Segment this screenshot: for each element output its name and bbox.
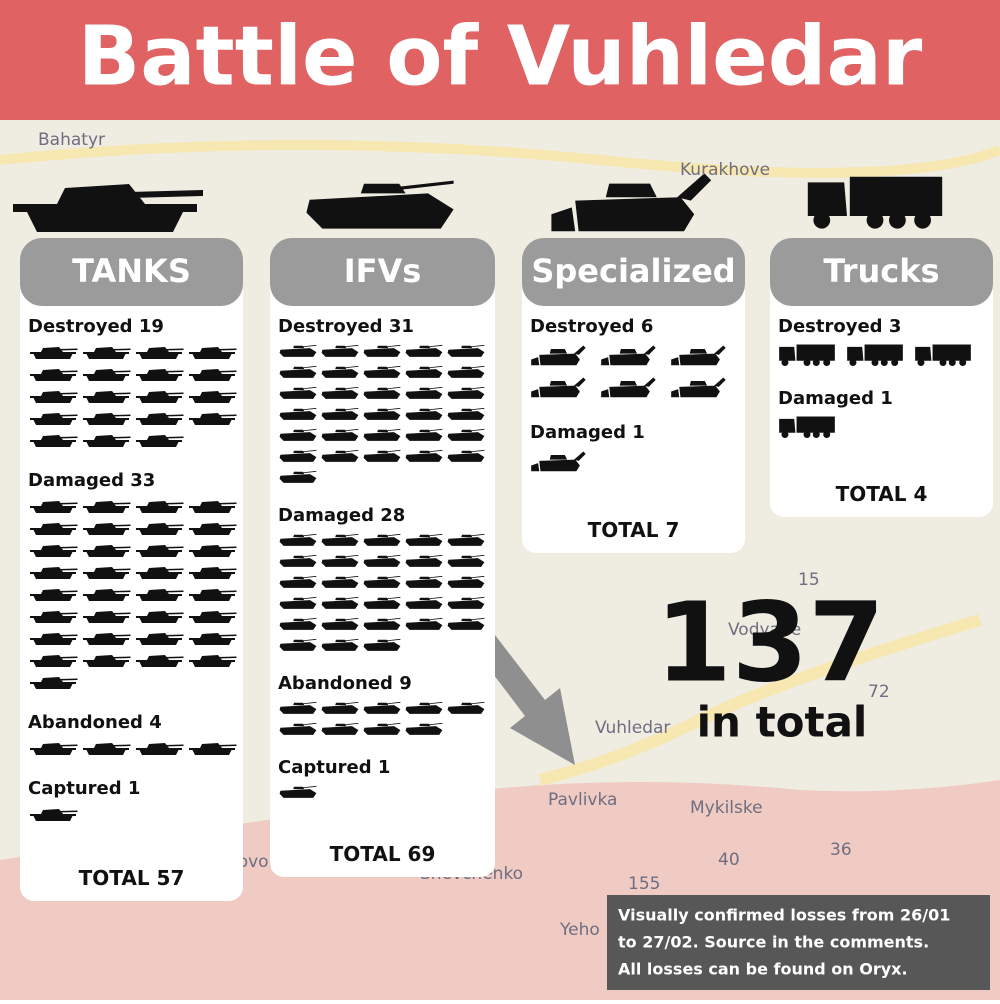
total-label: TOTAL bbox=[330, 842, 401, 866]
row-count: 28 bbox=[380, 505, 405, 526]
card: TANKS Destroyed 19 Damaged 33 Abandoned 4 Ca… bbox=[20, 238, 243, 901]
map-label: 40 bbox=[718, 850, 740, 870]
row-label: Destroyed 19 bbox=[28, 316, 164, 337]
row-name: Abandoned bbox=[278, 673, 393, 694]
grand-total: 137 bbox=[655, 578, 885, 706]
vehicle-icon bbox=[847, 344, 903, 367]
vehicle-icon bbox=[915, 344, 971, 367]
row-count: 3 bbox=[889, 316, 902, 337]
total-label: TOTAL bbox=[79, 866, 150, 890]
map-label: Kurakhove bbox=[680, 160, 770, 180]
total-value: 4 bbox=[914, 482, 928, 506]
row-name: Destroyed bbox=[530, 316, 635, 337]
row-count: 6 bbox=[641, 316, 654, 337]
total-value: 57 bbox=[157, 866, 185, 890]
map-label: Vodyane bbox=[728, 620, 801, 640]
row-name: Damaged bbox=[28, 470, 124, 491]
card-title: TANKS bbox=[72, 252, 191, 290]
truck-silhouette bbox=[807, 176, 943, 229]
row-name: Destroyed bbox=[28, 316, 133, 337]
icon-group bbox=[779, 416, 835, 439]
note-line: All losses can be found on Oryx. bbox=[618, 960, 908, 979]
card-total: TOTAL 7 bbox=[588, 518, 680, 542]
road bbox=[0, 140, 1000, 178]
card-body bbox=[522, 260, 745, 553]
vehicle-icon bbox=[779, 344, 835, 367]
card-body bbox=[20, 260, 243, 901]
row-label: Captured 1 bbox=[278, 757, 390, 778]
map-label: 155 bbox=[628, 874, 660, 894]
note-box bbox=[607, 895, 990, 990]
total-value: 7 bbox=[666, 518, 680, 542]
row-label: Damaged 28 bbox=[278, 505, 405, 526]
map-label: Bahatyr bbox=[38, 130, 105, 150]
row-label: Damaged 1 bbox=[530, 422, 645, 443]
title-bar bbox=[0, 0, 1000, 120]
card-title: Trucks bbox=[823, 252, 939, 290]
map-label: Pavlivka bbox=[548, 790, 617, 810]
map-label: Mykilske bbox=[690, 798, 763, 818]
row-count: 1 bbox=[632, 422, 645, 443]
row-count: 19 bbox=[139, 316, 164, 337]
card: Specialized Destroyed 6 Damaged 1 TOTAL 7 bbox=[522, 238, 745, 553]
road bbox=[538, 614, 982, 786]
total-value: 69 bbox=[408, 842, 436, 866]
note-line: Visually confirmed losses from 26/01 bbox=[618, 906, 950, 925]
card: Trucks Destroyed 3 Damaged 1 TOTAL 4 bbox=[770, 238, 993, 517]
card-body bbox=[770, 260, 993, 517]
map-label: Vuhledar bbox=[595, 718, 670, 738]
row-label: Destroyed 3 bbox=[778, 316, 901, 337]
row-label: Damaged 33 bbox=[28, 470, 155, 491]
map-label: 36 bbox=[830, 840, 852, 860]
row-name: Destroyed bbox=[278, 316, 383, 337]
row-label: Abandoned 9 bbox=[278, 673, 412, 694]
row-count: 1 bbox=[880, 388, 893, 409]
total-label: TOTAL bbox=[588, 518, 659, 542]
row-count: 9 bbox=[399, 673, 412, 694]
row-count: 1 bbox=[378, 757, 391, 778]
row-count: 31 bbox=[389, 316, 414, 337]
icon-group bbox=[779, 344, 971, 367]
vehicle-icon bbox=[779, 416, 835, 439]
card-header bbox=[20, 238, 243, 306]
row-name: Damaged bbox=[278, 505, 374, 526]
card-header bbox=[270, 238, 495, 306]
card-total: TOTAL 57 bbox=[79, 866, 185, 890]
row-label: Abandoned 4 bbox=[28, 712, 162, 733]
card-title: IFVs bbox=[344, 252, 422, 290]
total-label: TOTAL bbox=[836, 482, 907, 506]
row-name: Captured bbox=[278, 757, 372, 778]
row-count: 4 bbox=[149, 712, 162, 733]
row-name: Abandoned bbox=[28, 712, 143, 733]
map-label: 15 bbox=[798, 570, 820, 590]
note: Visually confirmed losses from 26/01 to 2… bbox=[618, 906, 950, 979]
card-header bbox=[770, 238, 993, 306]
row-count: 33 bbox=[130, 470, 155, 491]
row-name: Captured bbox=[28, 778, 122, 799]
map-label: 72 bbox=[868, 682, 890, 702]
card-total: TOTAL 4 bbox=[836, 482, 928, 506]
card-title: Specialized bbox=[531, 252, 735, 290]
row-count: 1 bbox=[128, 778, 141, 799]
row-name: Damaged bbox=[778, 388, 874, 409]
card-header bbox=[522, 238, 745, 306]
row-name: Damaged bbox=[530, 422, 626, 443]
arrow bbox=[475, 635, 575, 765]
row-name: Destroyed bbox=[778, 316, 883, 337]
card: IFVs Destroyed 31 Damaged 28 Abandoned 9 Cap… bbox=[270, 238, 495, 877]
row-label: Damaged 1 bbox=[778, 388, 893, 409]
row-label: Captured 1 bbox=[28, 778, 140, 799]
grand-total-label: in total bbox=[697, 698, 868, 747]
row-label: Destroyed 6 bbox=[530, 316, 653, 337]
card-total: TOTAL 69 bbox=[330, 842, 436, 866]
map-label: Yeho bbox=[559, 920, 600, 940]
row-label: Destroyed 31 bbox=[278, 316, 414, 337]
note-line: to 27/02. Source in the comments. bbox=[618, 933, 929, 952]
title: Battle of Vuhledar bbox=[78, 9, 923, 104]
